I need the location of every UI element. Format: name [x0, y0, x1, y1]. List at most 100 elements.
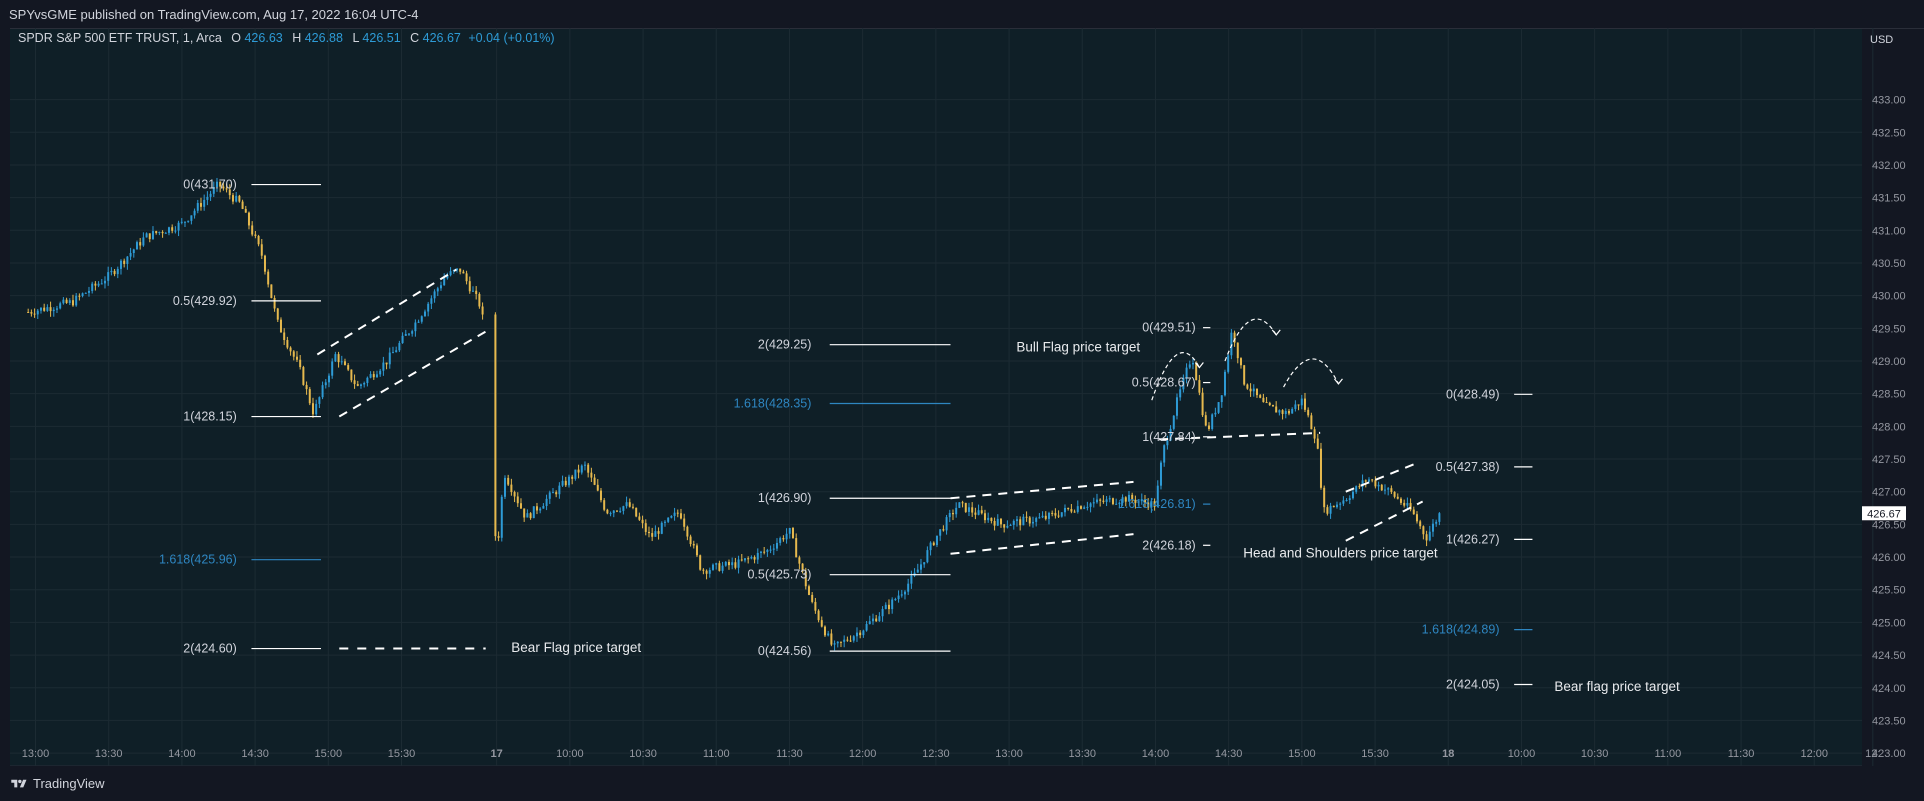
candle-body [103, 280, 106, 284]
time-tick-label: 14:00 [1142, 748, 1170, 760]
candle-body [1179, 389, 1182, 398]
candle-body [167, 227, 170, 233]
left-shoulder-arc[interactable] [1151, 352, 1200, 401]
right-up-channel-upper[interactable] [1345, 461, 1420, 493]
candle-body [801, 563, 804, 572]
tradingview-brand[interactable]: TradingView [10, 776, 105, 791]
candle-body [785, 533, 788, 540]
candle-body [532, 506, 535, 519]
candle-body [1195, 362, 1198, 381]
candle-body [820, 620, 823, 627]
candle-body [1380, 484, 1383, 491]
candle-body [209, 193, 212, 197]
candle-body [983, 513, 986, 521]
price-axis[interactable]: 433.00 432.50 432.00 431.50 431.00 430.50 430.… [1872, 95, 1906, 761]
candle-body [263, 255, 266, 272]
candle-body [644, 523, 647, 532]
right-up-channel-lower[interactable] [1345, 500, 1424, 542]
candle-body [1086, 506, 1089, 508]
candle-body [366, 377, 369, 383]
candle-body [974, 512, 977, 515]
candle-body [839, 641, 842, 643]
time-axis[interactable]: 13:00 13:30 14:00 14:30 15:00 15:30 17 10:00 10:… [22, 748, 1881, 760]
candle-body [334, 354, 337, 362]
candle-body [113, 270, 116, 275]
open-label: O [231, 31, 241, 45]
candle-body [443, 278, 446, 286]
price-tick-label: 426.50 [1872, 519, 1906, 531]
drawings-layer[interactable] [251, 183, 1533, 686]
candle-body [1153, 501, 1156, 507]
candle-body [430, 298, 433, 304]
publisher-text: SPYvsGME published on TradingView.com, A… [9, 7, 419, 22]
time-tick-label: 11:30 [776, 748, 803, 760]
candle-body [84, 292, 87, 294]
candle-body [1038, 517, 1041, 519]
candle-body [151, 231, 154, 240]
candle-body [1063, 507, 1066, 513]
candle-body [1351, 491, 1354, 499]
footer-bar: TradingView [0, 766, 1924, 801]
time-tick-label: 13:00 [22, 748, 50, 760]
candle-body [1015, 519, 1018, 521]
tradingview-logo-icon [11, 779, 27, 787]
candle-body [779, 538, 782, 543]
candle-body [577, 469, 580, 473]
candle-body [1284, 410, 1287, 415]
candle-body [1134, 499, 1137, 504]
grid-lines [10, 28, 1874, 766]
candle-body [52, 309, 55, 312]
candle-body [180, 221, 183, 223]
candle-body [1275, 406, 1278, 413]
candle-body [81, 293, 84, 297]
time-tick-label: 12:30 [922, 748, 950, 760]
candle-body [929, 542, 932, 551]
candle-body [161, 231, 164, 234]
candle-body [510, 484, 513, 493]
candle-body [788, 528, 791, 534]
price-tick-label: 431.50 [1872, 193, 1906, 205]
head-arc[interactable] [1224, 318, 1277, 362]
candle-body [1329, 505, 1332, 514]
candle-body [299, 359, 302, 368]
time-tick-label: 14:30 [241, 748, 269, 760]
candle-body [987, 517, 990, 521]
candle-body [903, 591, 906, 595]
candle-body [283, 332, 286, 341]
candle-body [1377, 484, 1380, 487]
candle-body [1364, 480, 1367, 482]
candle-body [628, 502, 631, 507]
candle-body [1412, 509, 1415, 515]
candle-body [747, 558, 750, 560]
candle-body [110, 270, 113, 273]
candle-body [87, 290, 90, 293]
chart-area[interactable]: 433.00 432.50 432.00 431.50 431.00 430.50 430.… [0, 28, 1924, 766]
candle-body [292, 351, 295, 357]
left-up-channel-lower[interactable] [338, 330, 487, 418]
candle-body [740, 559, 743, 561]
left-up-channel-upper[interactable] [316, 268, 457, 356]
candle-body [1227, 355, 1230, 372]
candle-body [231, 195, 234, 202]
candle-body [868, 621, 871, 625]
candle-body [654, 531, 657, 537]
candle-body [967, 507, 970, 512]
candle-body [660, 522, 663, 534]
candle-body [1342, 500, 1345, 504]
neckline-upper[interactable] [1159, 431, 1321, 441]
candle-body [705, 570, 708, 574]
candle-body [1396, 496, 1399, 499]
candle-body [1249, 388, 1252, 392]
candle-body [1166, 440, 1169, 446]
symbol-legend[interactable]: SPDR S&P 500 ETF TRUST, 1, Arca O 426.63… [18, 31, 555, 45]
candle-body [1057, 515, 1060, 517]
candle-body [1419, 521, 1422, 527]
candle-body [247, 212, 250, 226]
candle-body [385, 362, 388, 365]
right-shoulder-arc-arrowhead [1333, 378, 1343, 385]
candle-body [1287, 410, 1290, 414]
candle-body [673, 512, 676, 516]
price-tick-label: 423.50 [1872, 715, 1906, 727]
candle-body [849, 640, 852, 642]
candle-body [679, 513, 682, 519]
